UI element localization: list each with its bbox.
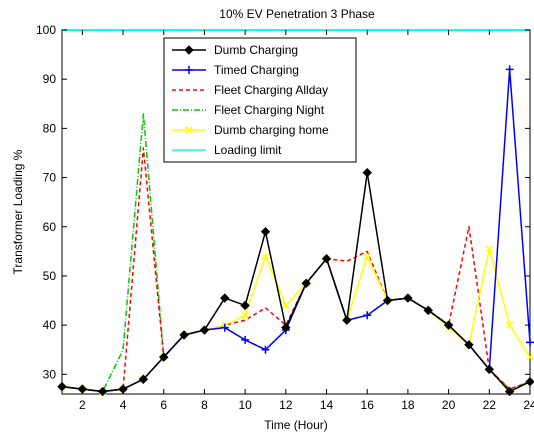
y-tick-label: 90	[43, 72, 57, 86]
legend-items: Dumb Charging Timed Charging Fleet Chargin…	[172, 43, 329, 157]
y-tick-label: 40	[43, 318, 57, 332]
y-tick-label: 70	[43, 171, 57, 185]
x-tick-label: 4	[120, 398, 127, 412]
data-point	[321, 254, 332, 264]
legend-label: Dumb Charging	[214, 43, 298, 57]
data-point	[240, 300, 250, 311]
legend-item: Loading limit	[172, 143, 282, 157]
data-point	[260, 226, 271, 237]
data-point	[281, 322, 291, 333]
data-point	[159, 352, 169, 362]
data-point	[261, 252, 270, 260]
data-point	[261, 345, 270, 354]
data-point	[362, 167, 372, 178]
x-tick-label: 18	[401, 398, 415, 412]
data-point	[241, 335, 250, 344]
y-tick-label: 50	[43, 269, 57, 283]
legend-item: Dumb charging home	[172, 123, 329, 137]
x-tick-label: 16	[361, 398, 375, 412]
series-line	[61, 171, 531, 393]
data-point	[403, 293, 413, 303]
legend-label: Dumb charging home	[214, 123, 329, 137]
data-point	[485, 245, 493, 253]
data-point	[342, 315, 352, 325]
legend-label: Timed Charging	[214, 63, 299, 77]
data-point	[363, 252, 371, 260]
y-axis-label: Transformer Loading %	[11, 149, 25, 274]
y-tick-label: 80	[43, 121, 57, 135]
data-point	[526, 338, 534, 347]
y-tick-label: 60	[43, 220, 57, 234]
y-tick-label: 100	[36, 23, 56, 37]
data-point	[220, 323, 229, 332]
data-point	[138, 374, 149, 384]
data-point	[423, 305, 433, 316]
legend: Dumb Charging Timed Charging Fleet Chargin…	[163, 37, 357, 163]
x-tick-label: 24	[523, 398, 534, 412]
data-point	[525, 376, 534, 387]
legend-label: Loading limit	[214, 143, 282, 157]
data-point	[57, 381, 67, 392]
data-point	[484, 364, 495, 375]
series-0	[57, 167, 534, 397]
series-layer	[57, 29, 534, 397]
x-tick-label: 12	[279, 398, 293, 412]
x-tick-label: 2	[79, 398, 86, 412]
legend-label: Fleet Charging Night	[214, 103, 325, 117]
x-tick-label: 8	[201, 398, 208, 412]
x-tick-label: 10	[238, 398, 252, 412]
data-point	[363, 311, 372, 320]
x-tick-label: 22	[483, 398, 497, 412]
data-point	[506, 321, 514, 329]
data-point	[464, 340, 474, 350]
data-point	[382, 295, 393, 306]
x-tick-label: 14	[320, 398, 334, 412]
data-point	[241, 311, 249, 319]
data-point	[504, 386, 515, 397]
legend-item: Fleet Charging Allday	[172, 83, 328, 97]
legend-box	[163, 37, 357, 163]
x-tick-label: 6	[160, 398, 167, 412]
x-axis-label: Time (Hour)	[264, 418, 328, 432]
data-point	[179, 330, 189, 340]
data-point	[526, 353, 534, 361]
legend-marker	[185, 66, 193, 74]
legend-label: Fleet Charging Allday	[214, 83, 328, 97]
data-point	[443, 320, 454, 330]
legend-item: Timed Charging	[172, 63, 299, 77]
chart-title: 10% EV Penetration 3 Phase	[219, 7, 375, 21]
data-point	[97, 386, 108, 397]
legend-item: Fleet Charging Night	[172, 103, 325, 117]
legend-marker	[184, 45, 194, 55]
data-point	[505, 65, 514, 74]
y-tick-label: 30	[43, 367, 57, 381]
data-point	[220, 293, 230, 303]
x-tick-label: 20	[442, 398, 456, 412]
data-point	[301, 278, 311, 289]
legend-marker	[185, 126, 193, 134]
legend-item: Dumb Charging	[172, 43, 298, 57]
data-point	[199, 325, 210, 335]
data-point	[282, 301, 290, 309]
